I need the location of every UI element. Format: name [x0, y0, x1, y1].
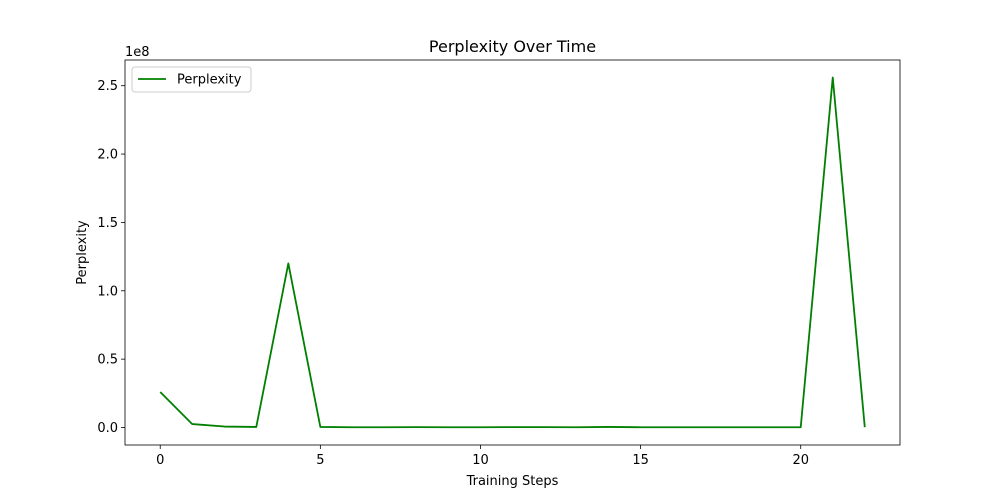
y-tick-label: 0.5 — [97, 353, 118, 368]
y-tick-label: 2.5 — [97, 79, 118, 94]
x-tick-label: 20 — [792, 453, 809, 468]
plot-area — [125, 60, 900, 445]
y-tick-label: 0.0 — [97, 421, 118, 436]
x-axis-label: Training Steps — [466, 474, 559, 489]
y-tick-label: 1.0 — [97, 284, 118, 299]
x-tick-label: 0 — [156, 453, 164, 468]
y-tick-label: 1.5 — [97, 216, 118, 231]
x-tick-label: 15 — [632, 453, 649, 468]
x-axis-ticks: 0 5 10 15 20 — [156, 445, 809, 468]
legend-label: Perplexity — [177, 73, 242, 88]
x-tick-label: 5 — [316, 453, 324, 468]
y-axis-ticks: 0.0 0.5 1.0 1.5 2.0 2.5 — [97, 79, 125, 436]
plot-frame — [124, 59, 901, 446]
y-axis-label: Perplexity — [75, 220, 90, 285]
y-tick-label: 2.0 — [97, 148, 118, 163]
x-tick-label: 10 — [472, 453, 489, 468]
legend-box — [131, 66, 252, 93]
legend: Perplexity — [131, 66, 252, 93]
series-line-0 — [159, 76, 866, 429]
y-axis-offset-label: 1e8 — [125, 45, 150, 60]
chart-title: Perplexity Over Time — [429, 37, 596, 56]
series-layer — [159, 76, 866, 429]
